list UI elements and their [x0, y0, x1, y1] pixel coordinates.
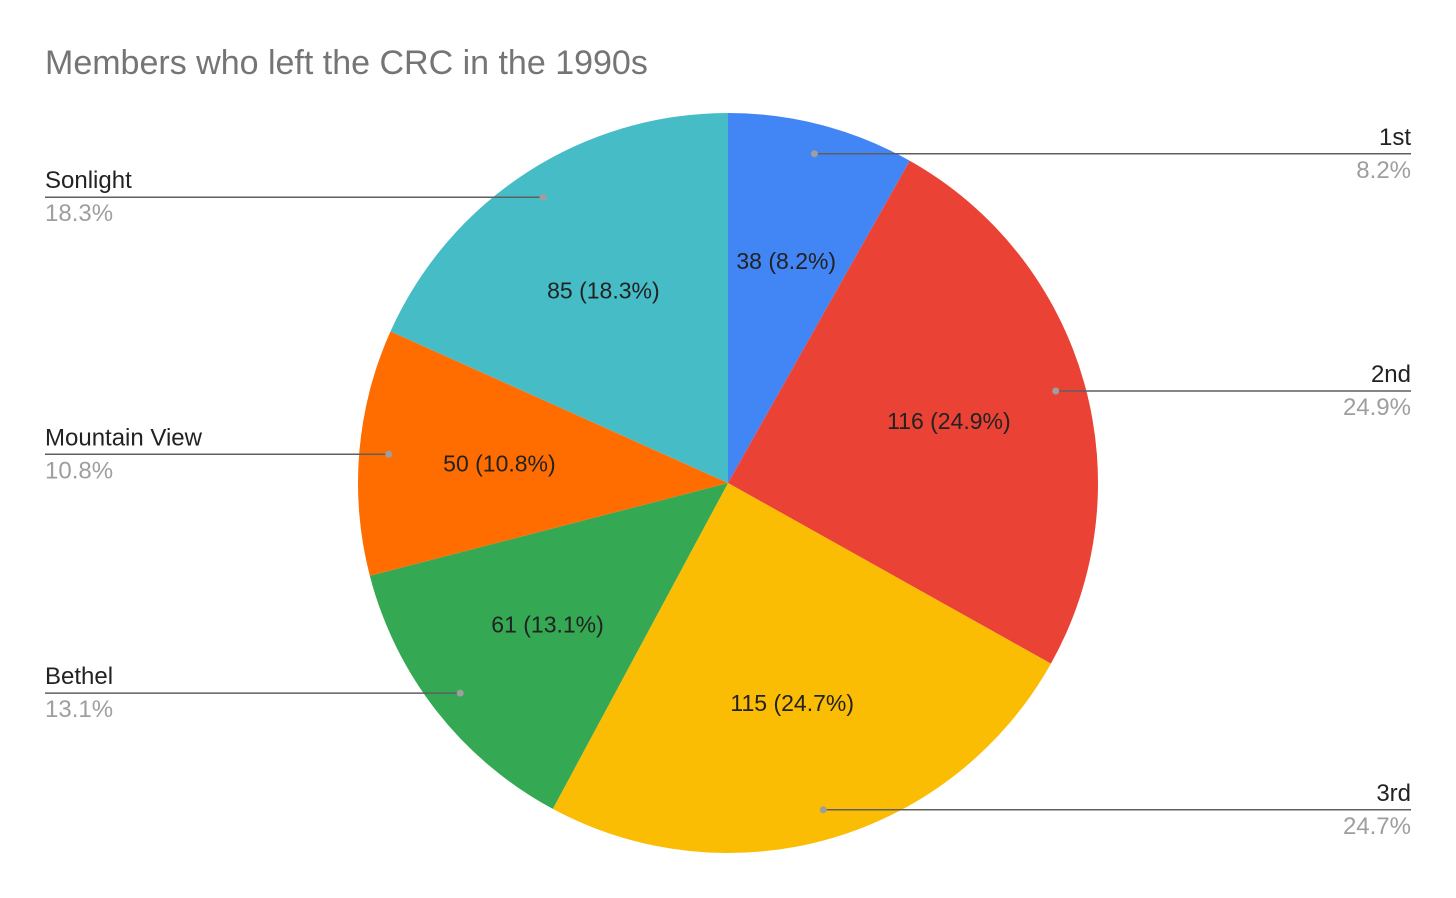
- slice-value-label-mountain-view: 50 (10.8%): [443, 451, 556, 477]
- callout-label-3rd: 3rd: [1376, 780, 1411, 807]
- callout-percent-1st: 8.2%: [1356, 157, 1411, 184]
- pie-slice-bethel: [369, 483, 728, 809]
- callout-percent-sonlight: 18.3%: [45, 200, 113, 227]
- callouts-layer: 1st 8.2% 2nd 24.9% 3rd 24.7% Bethel 13.1% Mounta…: [45, 124, 1411, 840]
- pie-slice-mountain-view: [358, 331, 728, 576]
- callout-dot-3rd: [819, 806, 827, 814]
- callout-dot-sonlight: [539, 193, 547, 201]
- slice-value-label-1st: 38 (8.2%): [736, 248, 836, 274]
- pie-slice-3rd: [552, 483, 1051, 853]
- slice-value-label-3rd: 115 (24.7%): [730, 690, 854, 716]
- slice-value-label-sonlight: 85 (18.3%): [547, 277, 660, 303]
- callout-dot-1st: [810, 150, 818, 158]
- callout-label-sonlight: Sonlight: [45, 167, 132, 194]
- callout-percent-mountain-view: 10.8%: [45, 457, 113, 484]
- callout-label-2nd: 2nd: [1371, 361, 1411, 388]
- chart-title: Members who left the CRC in the 1990s: [45, 44, 648, 82]
- pie-slice-1st: [728, 113, 910, 483]
- slice-labels-layer: 38 (8.2%) 116 (24.9%) 115 (24.7%) 61 (13.1%…: [443, 248, 1011, 716]
- callout-label-bethel: Bethel: [45, 663, 113, 690]
- callout-label-1st: 1st: [1379, 124, 1411, 151]
- callout-dot-bethel: [456, 689, 464, 697]
- callout-label-mountain-view: Mountain View: [45, 424, 203, 451]
- slices-layer: [358, 113, 1098, 853]
- pie-slice-2nd: [728, 160, 1098, 664]
- callout-percent-2nd: 24.9%: [1343, 394, 1411, 421]
- callout-percent-bethel: 13.1%: [45, 696, 113, 723]
- callout-percent-3rd: 24.7%: [1343, 813, 1411, 840]
- callout-dot-2nd: [1052, 387, 1060, 395]
- pie-slice-sonlight: [390, 113, 728, 483]
- slice-value-label-bethel: 61 (13.1%): [491, 612, 604, 638]
- slice-value-label-2nd: 116 (24.9%): [887, 408, 1011, 434]
- callout-dot-mountain-view: [385, 450, 393, 458]
